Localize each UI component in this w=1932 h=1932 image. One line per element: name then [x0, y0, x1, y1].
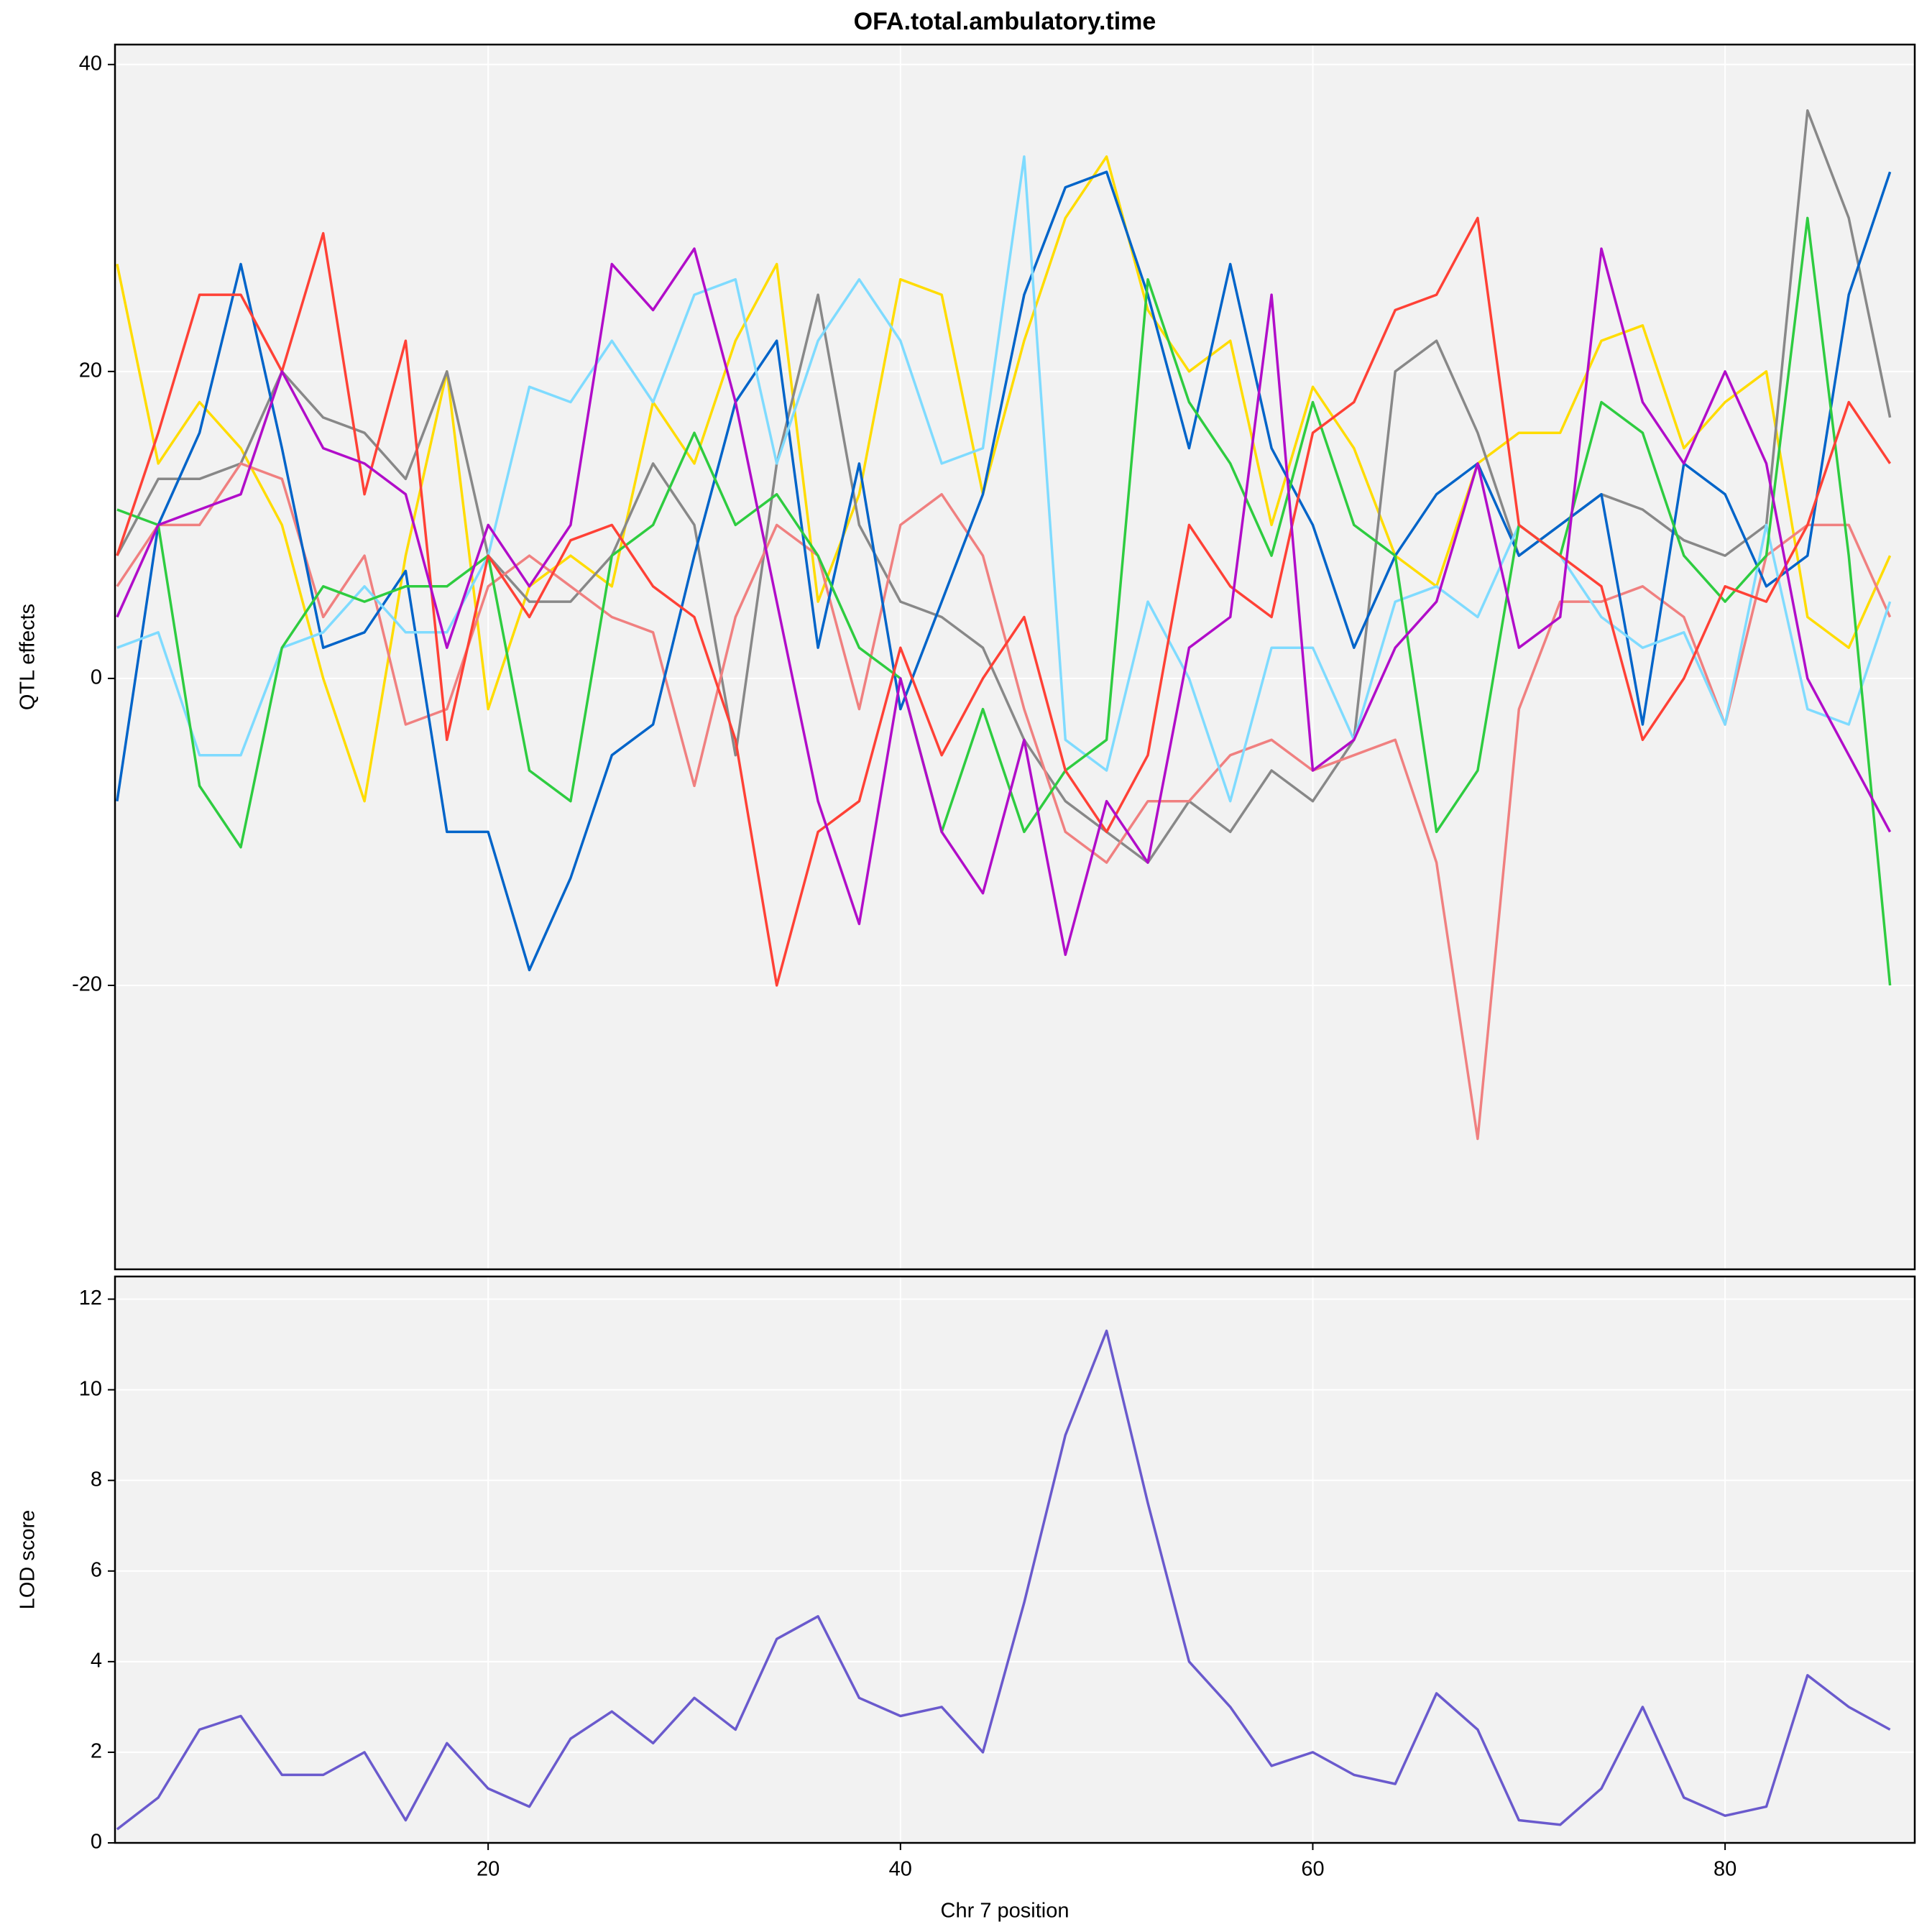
plot-frame — [114, 43, 1916, 1271]
series-line — [116, 216, 1892, 986]
y-tick-label: 2 — [91, 1740, 102, 1763]
y-tick-label: 40 — [79, 52, 102, 75]
plot-background — [115, 1276, 1915, 1843]
y-axis-label: LOD score — [17, 1510, 40, 1610]
x-axis-label: Chr 7 position — [941, 1900, 1070, 1923]
y-tick-label: 8 — [91, 1468, 102, 1491]
series-line — [116, 1329, 1891, 1831]
series-line — [116, 216, 1892, 987]
series-line — [116, 170, 1892, 972]
y-tick-label: -20 — [72, 973, 102, 996]
x-tick-label: 80 — [1714, 1858, 1736, 1881]
series-line — [116, 155, 1892, 803]
y-tick-label: 0 — [91, 1831, 102, 1854]
y-tick-label: 4 — [91, 1649, 102, 1672]
y-tick-label: 20 — [79, 359, 102, 382]
x-tick-label: 20 — [477, 1858, 500, 1881]
series-line — [116, 247, 1892, 957]
x-tick-label: 60 — [1301, 1858, 1324, 1881]
y-axis-label: QTL effects — [17, 604, 40, 710]
chart-title: OFA.total.ambulatory.time — [854, 8, 1156, 35]
x-tick-label: 40 — [889, 1858, 912, 1881]
plot-frame — [114, 1275, 1916, 1844]
y-tick-label: 6 — [91, 1558, 102, 1581]
y-tick-label: 0 — [91, 666, 102, 689]
y-tick-label: 10 — [79, 1377, 102, 1400]
plot-background — [115, 45, 1915, 1269]
series-line — [116, 155, 1892, 803]
series-line — [116, 462, 1892, 1141]
y-tick-label: 12 — [79, 1287, 102, 1310]
